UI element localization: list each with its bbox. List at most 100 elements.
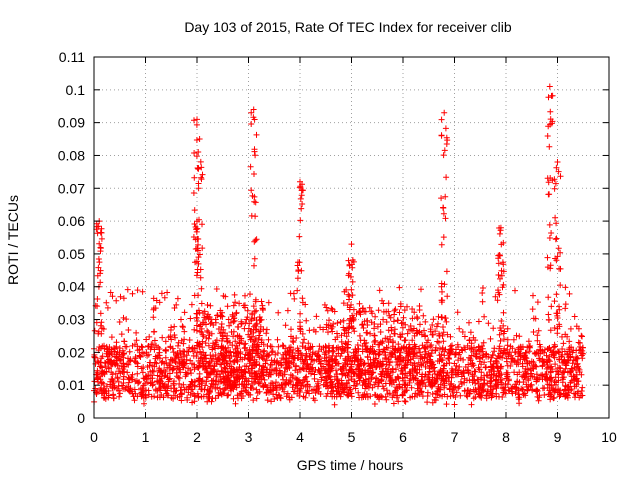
data-point	[145, 343, 152, 349]
data-point	[222, 330, 228, 337]
data-point	[309, 356, 316, 363]
data-point	[348, 376, 355, 383]
data-point	[342, 357, 349, 364]
data-point	[399, 371, 406, 378]
data-point	[195, 307, 202, 314]
data-point	[566, 290, 573, 297]
data-point	[447, 343, 454, 350]
data-point	[383, 396, 390, 403]
data-point	[558, 353, 565, 360]
data-point	[185, 384, 192, 391]
data-point	[430, 331, 436, 338]
data-point	[170, 349, 177, 356]
data-point	[218, 321, 225, 327]
data-point	[440, 152, 447, 159]
data-point	[247, 336, 254, 343]
data-point	[396, 284, 403, 291]
data-point	[115, 387, 122, 394]
data-point	[348, 286, 355, 293]
data-point	[356, 300, 363, 307]
data-point	[364, 329, 371, 336]
data-point	[521, 352, 528, 359]
data-points	[91, 83, 587, 408]
data-point	[353, 381, 360, 387]
data-point	[395, 341, 402, 348]
data-point	[304, 361, 311, 368]
data-point	[544, 346, 551, 352]
data-point	[421, 327, 427, 334]
data-point	[296, 392, 303, 399]
data-point	[442, 193, 449, 200]
data-point	[552, 236, 559, 243]
data-point	[289, 374, 296, 381]
data-point	[309, 364, 316, 371]
data-point	[535, 327, 542, 334]
data-point	[496, 393, 502, 400]
data-point	[303, 373, 310, 380]
data-point	[97, 310, 104, 317]
data-point	[578, 388, 585, 394]
data-point	[141, 375, 148, 382]
data-point	[193, 228, 200, 235]
data-point	[476, 366, 483, 373]
data-point	[403, 387, 410, 394]
data-point	[429, 399, 436, 406]
data-point	[172, 392, 179, 399]
data-point	[349, 278, 356, 285]
data-point	[457, 392, 464, 399]
data-point	[194, 310, 201, 317]
data-point	[370, 360, 377, 367]
data-point	[566, 354, 573, 360]
data-point	[194, 116, 200, 123]
data-point	[251, 308, 258, 315]
data-point	[420, 360, 427, 367]
y-tick-label: 0.04	[58, 279, 85, 295]
data-point	[557, 249, 564, 256]
data-point	[422, 371, 429, 378]
data-point	[438, 280, 445, 287]
data-point	[542, 376, 549, 383]
data-point	[541, 346, 548, 353]
data-point	[309, 387, 315, 394]
data-point	[407, 394, 414, 401]
data-point	[437, 386, 444, 393]
data-point	[247, 291, 253, 298]
data-point	[545, 391, 552, 398]
data-point	[334, 320, 341, 326]
data-point	[355, 389, 362, 396]
data-point	[569, 360, 576, 367]
data-point	[125, 355, 131, 362]
data-point	[199, 171, 206, 178]
data-point	[560, 390, 567, 397]
data-point	[382, 355, 389, 361]
data-point	[279, 355, 285, 362]
data-point	[193, 272, 200, 279]
data-point	[215, 389, 222, 396]
data-point	[564, 383, 571, 390]
data-point	[348, 241, 355, 248]
data-point	[492, 293, 499, 300]
data-point	[211, 343, 218, 349]
data-point	[101, 342, 107, 349]
data-point	[349, 264, 356, 271]
data-point	[534, 337, 541, 344]
data-point	[149, 341, 156, 348]
data-point	[139, 369, 146, 376]
data-point	[171, 332, 178, 338]
data-point	[199, 331, 206, 338]
data-point	[94, 272, 101, 279]
data-point	[534, 332, 541, 339]
data-point	[210, 340, 216, 347]
data-point	[500, 350, 506, 357]
data-point	[564, 333, 571, 340]
data-point	[120, 314, 127, 321]
data-point	[358, 367, 365, 374]
x-tick-label: 3	[245, 429, 253, 445]
data-point	[131, 397, 138, 404]
data-point	[438, 241, 445, 248]
data-point	[519, 363, 526, 370]
data-point	[461, 333, 468, 340]
data-point	[250, 397, 257, 404]
data-point	[156, 299, 163, 306]
data-point	[193, 315, 200, 321]
